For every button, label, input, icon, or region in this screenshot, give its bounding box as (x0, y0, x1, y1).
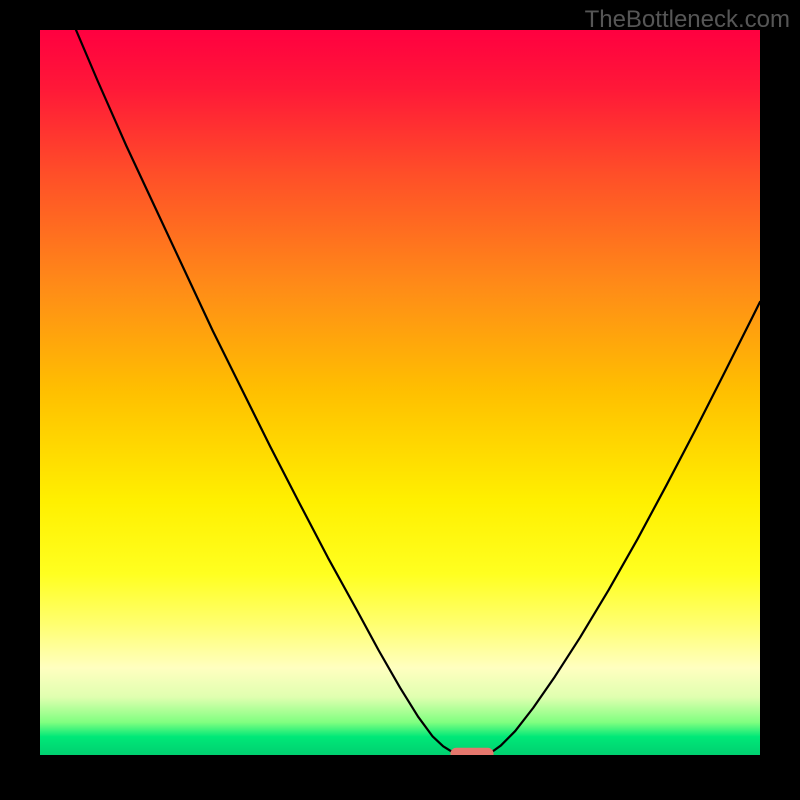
chart-background (40, 30, 760, 755)
chart-container: TheBottleneck.com (0, 0, 800, 800)
watermark-text: TheBottleneck.com (585, 6, 790, 34)
bottleneck-chart (40, 30, 760, 755)
optimal-marker (450, 748, 493, 755)
